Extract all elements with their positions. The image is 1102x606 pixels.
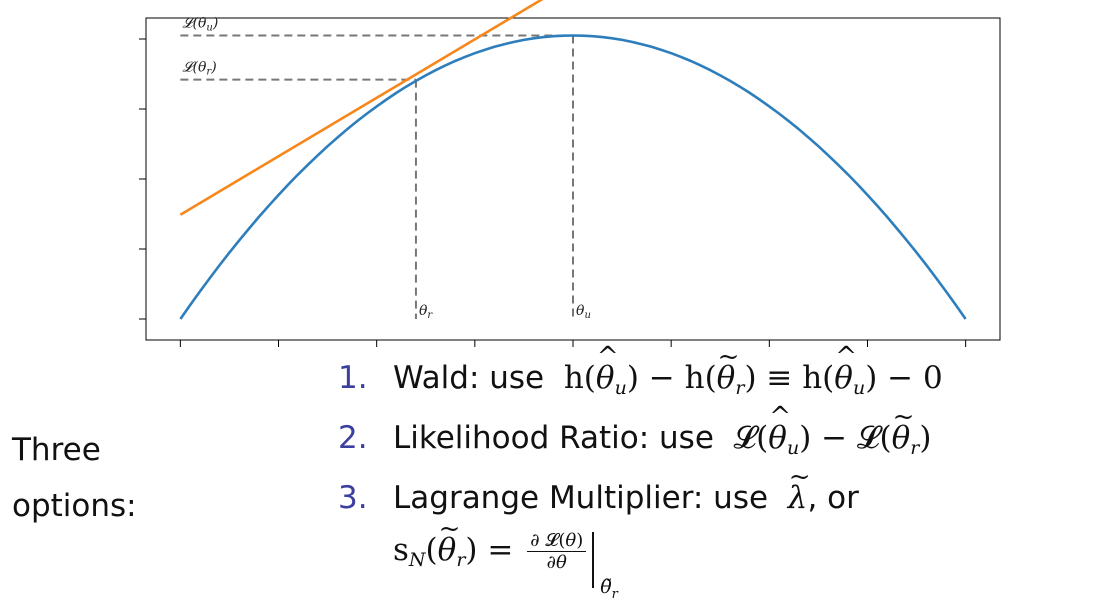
likelihood-curve (179, 34, 967, 320)
option-name: Likelihood Ratio: use (393, 420, 714, 456)
option-number: 3. (338, 480, 368, 516)
wald-formula: h(θ ^ u) − h(θ ~ r) ≡ h(θ ^ u) − 0 (553, 342, 943, 399)
option-likelihood-ratio: 2. Likelihood Ratio: use 𝓛(θ ^ u) − 𝓛(θ ~ r) (338, 402, 932, 459)
likelihood-chart: 𝓛(θu) 𝓛(θr) θr θu (139, 0, 1001, 347)
tangent-line (179, 0, 544, 216)
left-label-line1: Three (12, 432, 101, 468)
dashed-guides (180, 34, 574, 319)
option-name: Wald: use (393, 360, 545, 396)
lr-formula: 𝓛(θ ^ u) − 𝓛(θ ~ r) (723, 402, 932, 459)
option-lagrange-multiplier: 3. Lagrange Multiplier: use λ ~, or (338, 462, 859, 516)
score-formula: sN(θ ~ r) = ∂ 𝓛(θ) ∂θ θ̃r (393, 514, 618, 602)
score-fraction: ∂ 𝓛(θ) ∂θ (527, 530, 587, 573)
lambda-tilde: λ ~ (787, 462, 811, 516)
option-wald: 1. Wald: use h(θ ^ u) − h(θ ~ r) ≡ h(θ ^ u) − 0 (338, 342, 943, 399)
option-number: 1. (338, 360, 368, 396)
option-suffix: , or (807, 480, 859, 516)
annotation-L-theta-u: 𝓛(θu) (182, 16, 218, 34)
x-axis-ticks (179, 340, 967, 347)
option-number: 2. (338, 420, 368, 456)
annotation-theta-u: θu (576, 303, 591, 321)
annotation-theta-r: θr (419, 303, 433, 321)
three-options-label: Three options: (12, 422, 137, 534)
y-axis-ticks (139, 38, 146, 320)
option-name: Lagrange Multiplier: use (393, 480, 769, 516)
annotation-L-theta-r: 𝓛(θr) (182, 60, 216, 78)
evaluation-bar: θ̃r (592, 532, 618, 602)
left-label-line2: options: (12, 488, 137, 524)
